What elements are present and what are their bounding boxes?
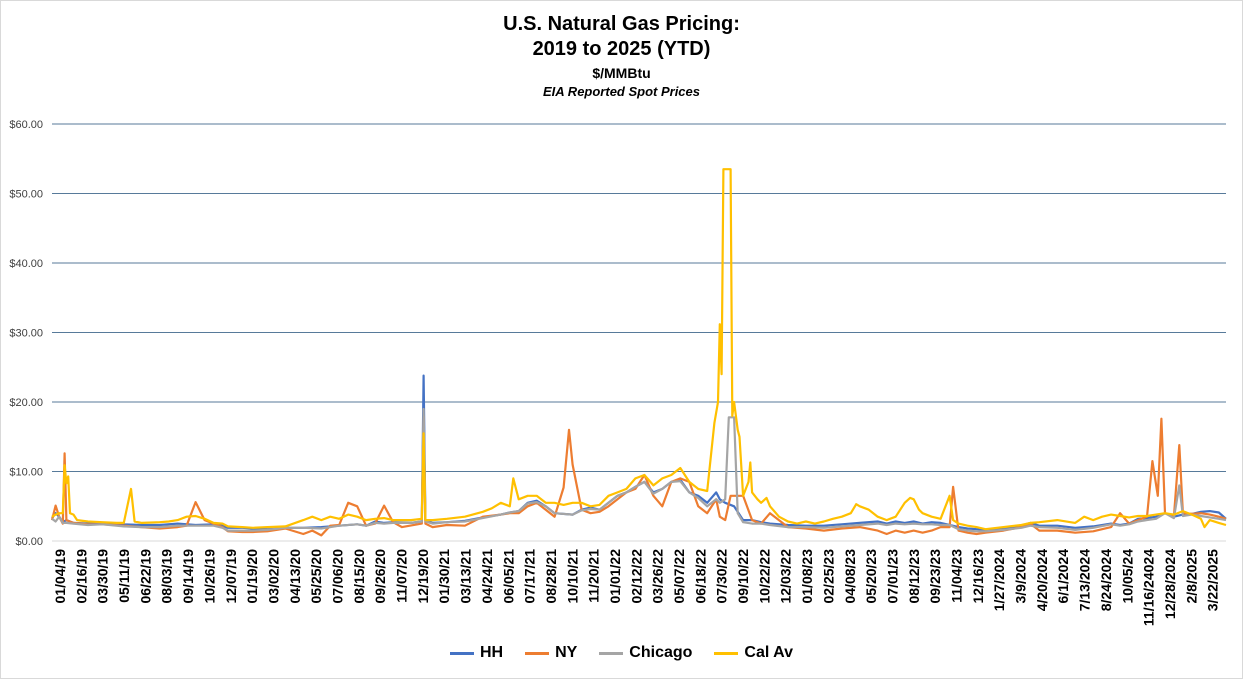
x-tick-label: 8/24/2024: [1098, 549, 1114, 611]
legend-swatch-cal-av: [714, 651, 739, 655]
legend-label-ny: NY: [555, 644, 578, 661]
x-tick-label: 02/16/19: [73, 549, 89, 604]
x-tick-label: 07/30/22: [714, 549, 730, 604]
x-tick-label: 03/13/21: [458, 549, 474, 604]
x-tick-label: 03/02/20: [265, 549, 281, 604]
x-tick-label: 10/05/24: [1119, 549, 1135, 604]
legend-swatch-hh: [449, 651, 474, 655]
x-tick-label: 04/13/20: [287, 549, 303, 604]
x-tick-label: 03/26/22: [650, 549, 666, 604]
chart-title-line-2: 2019 to 2025 (YTD): [532, 38, 711, 60]
x-tick-label: 02/12/22: [628, 549, 644, 604]
x-tick-label: 07/06/20: [329, 549, 345, 604]
x-tick-label: 05/25/20: [308, 549, 324, 604]
chart-subtitle: $/MMBtu: [592, 65, 651, 81]
legend-item-cal-av: Cal Av: [714, 644, 793, 662]
x-tick-label: 01/19/20: [244, 549, 260, 604]
y-tick-label: $0.00: [15, 536, 43, 548]
legend-item-ny: NY: [525, 644, 577, 662]
y-tick-label: $30.00: [9, 328, 43, 340]
x-tick-label: 12/19/20: [415, 549, 431, 604]
x-tick-label: 05/11/19: [116, 549, 132, 603]
x-tick-label: 10/26/19: [201, 549, 217, 604]
x-tick-label: 08/15/20: [351, 549, 367, 604]
x-tick-label: 12/03/22: [778, 549, 794, 604]
series-line-hh: [51, 374, 1227, 531]
x-tick-label: 1/27/2024: [991, 549, 1007, 611]
x-tick-label: 09/26/20: [372, 549, 388, 604]
x-tick-label: 08/03/19: [159, 549, 175, 604]
legend-item-hh: HH: [449, 644, 504, 662]
x-tick-label: 12/16/23: [970, 549, 986, 604]
x-tick-label: 6/1/2024: [1055, 549, 1071, 604]
chart-title-line-1: U.S. Natural Gas Pricing:: [503, 13, 740, 35]
x-tick-label: 11/20/21: [586, 549, 602, 603]
legend-swatch-chicago: [599, 651, 624, 655]
legend: HH NY Chicago Cal Av: [0, 644, 1243, 662]
x-tick-label: 01/30/21: [436, 549, 452, 604]
legend-label-hh: HH: [479, 644, 504, 661]
series-line-ny: [50, 414, 1227, 537]
x-tick-label: 05/20/23: [863, 549, 879, 604]
x-tick-label: 03/30/19: [95, 549, 111, 604]
y-tick-label: $20.00: [9, 397, 43, 409]
x-tick-label: 02/25/23: [820, 549, 836, 604]
legend-item-chicago: Chicago: [599, 644, 692, 662]
x-tick-label: 07/17/21: [522, 549, 538, 604]
y-tick-label: $50.00: [9, 189, 43, 201]
x-tick-label: 11/16/24024: [1141, 549, 1157, 626]
y-tick-label: $60.00: [9, 119, 43, 131]
y-tick-label: $10.00: [9, 467, 43, 479]
x-tick-label: 06/22/19: [137, 549, 153, 604]
x-tick-label: 12/07/19: [223, 549, 239, 604]
x-tick-label: 01/01/22: [607, 549, 623, 604]
legend-label-chicago: Chicago: [629, 644, 693, 661]
x-tick-label: 09/14/19: [180, 549, 196, 604]
x-tick-label: 01/04/19: [52, 549, 68, 604]
x-tick-label: 04/08/23: [842, 549, 858, 604]
x-tick-label: 7/13/2024: [1077, 549, 1093, 611]
y-tick-label: $40.00: [9, 258, 43, 270]
chart-note: EIA Reported Spot Prices: [543, 84, 700, 99]
legend-label-cal-av: Cal Av: [744, 644, 794, 661]
x-tick-label: 3/22/2025: [1205, 549, 1221, 611]
x-tick-label: 08/28/21: [543, 549, 559, 604]
x-tick-label: 11/04/23: [949, 549, 965, 603]
x-tick-label: 06/18/22: [692, 549, 708, 604]
x-tick-label: 07/01/23: [884, 549, 900, 604]
x-tick-label: 04/24/21: [479, 549, 495, 604]
x-tick-label: 2/8/2025: [1183, 549, 1199, 604]
x-tick-label: 11/07/20: [394, 549, 410, 603]
x-tick-label: 01/08/23: [799, 549, 815, 604]
x-tick-label: 3/9/2024: [1013, 549, 1029, 604]
x-tick-label: 09/10/22: [735, 549, 751, 604]
x-tick-label: 10/10/21: [564, 549, 580, 604]
x-tick-label: 05/07/22: [671, 549, 687, 604]
x-tick-label: 10/22/22: [756, 549, 772, 604]
legend-swatch-ny: [525, 651, 550, 655]
x-tick-label: 06/05/21: [500, 549, 516, 604]
x-tick-label: 12/28/2024: [1162, 549, 1178, 619]
x-tick-label: 08/12/23: [906, 549, 922, 604]
chart-titles: U.S. Natural Gas Pricing: 2019 to 2025 (…: [0, 12, 1243, 101]
series-line-cal-av: [51, 168, 1227, 531]
x-tick-label: 09/23/23: [927, 549, 943, 604]
series-line-chicago: [51, 407, 1227, 533]
x-tick-label: 4/20/2024: [1034, 549, 1050, 611]
